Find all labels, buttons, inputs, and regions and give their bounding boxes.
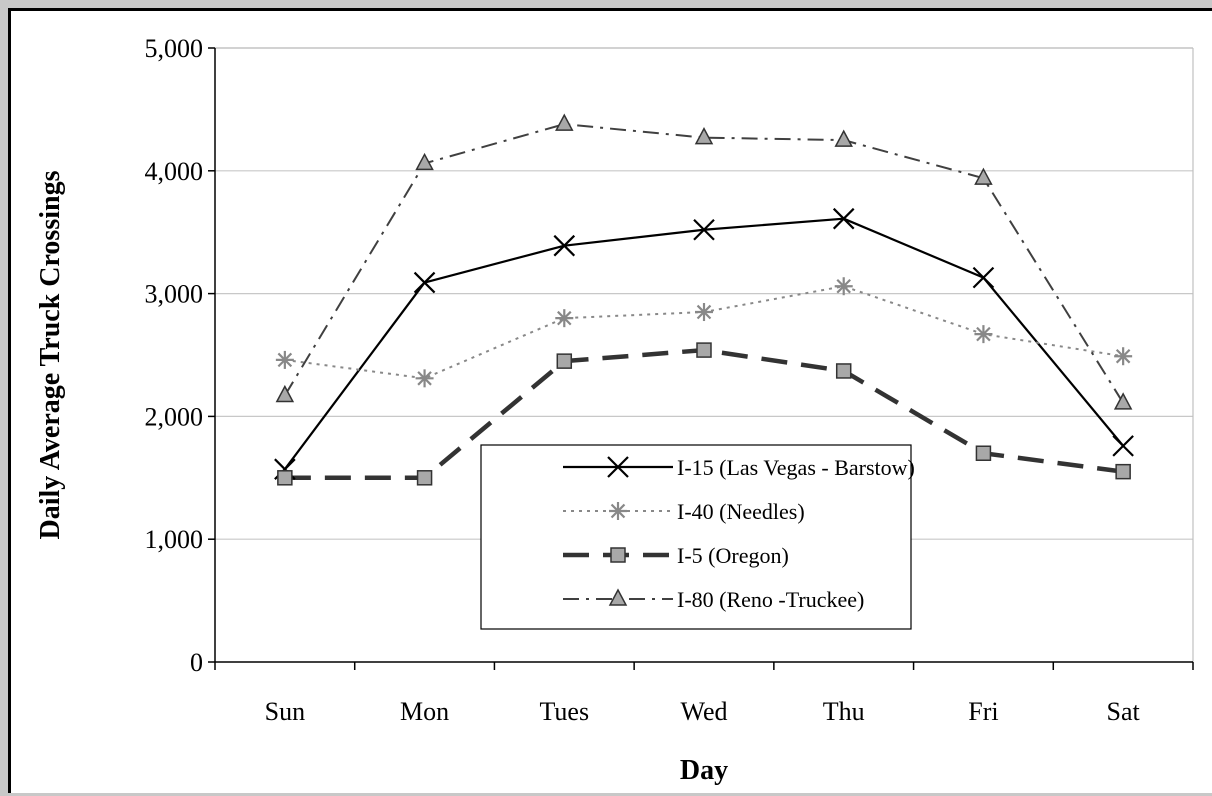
data-point-s1-1 (415, 369, 434, 388)
data-point-s2-1 (416, 470, 433, 486)
y-tick-label: 0 (190, 648, 203, 677)
legend-label-2: I-5 (Oregon) (677, 543, 789, 568)
legend-label-0: I-15 (Las Vegas - Barstow) (677, 455, 915, 480)
x-axis-title: Day (680, 755, 728, 786)
x-tick-label: Wed (681, 697, 728, 726)
data-point-s0-3 (693, 218, 715, 241)
data-point-s3-3 (694, 127, 714, 145)
y-axis-title: Daily Average Truck Crossings (35, 170, 66, 539)
series-line-3 (284, 123, 1124, 404)
legend-box (480, 444, 912, 630)
chart-frame: 0 1,000 2,000 3,000 4,000 5,000 Sun Mon Tues Wed T… (8, 8, 1212, 793)
data-point-s1-0 (275, 350, 294, 369)
legend-label-1: I-40 (Needles) (677, 499, 805, 524)
y-tick-label: 1,000 (145, 525, 204, 554)
data-point-s1-6 (1114, 347, 1133, 366)
legend-label-3: I-80 (Reno -Truckee) (677, 587, 864, 612)
data-point-s1-5 (974, 325, 993, 344)
data-point-s0-2 (553, 234, 576, 257)
line-chart: 0 1,000 2,000 3,000 4,000 5,000 Sun Mon Tues Wed T… (35, 34, 1194, 786)
y-tick-label: 5,000 (145, 34, 204, 63)
data-point-s2-5 (975, 445, 992, 461)
data-point-s3-0 (275, 384, 295, 403)
legend-marker-0 (607, 456, 629, 478)
data-point-s2-3 (696, 342, 712, 358)
data-point-s3-2 (555, 113, 574, 131)
data-point-s1-3 (695, 303, 713, 322)
data-point-s2-0 (277, 470, 293, 486)
data-point-s1-2 (555, 309, 574, 328)
y-tick-label: 2,000 (145, 402, 204, 431)
data-point-s0-4 (832, 207, 855, 230)
x-tick-label: Sat (1107, 697, 1141, 726)
y-tick-label: 4,000 (145, 157, 204, 186)
data-point-s3-4 (834, 129, 853, 147)
legend-marker-2 (610, 547, 626, 563)
data-point-s0-6 (1112, 435, 1134, 457)
data-point-s1-4 (834, 277, 853, 296)
y-tick-label: 3,000 (145, 280, 204, 309)
legend-marker-3 (608, 588, 628, 606)
data-point-s3-5 (974, 167, 993, 185)
data-point-s3-1 (415, 152, 434, 171)
x-tick-label: Sun (265, 697, 305, 726)
x-tick-label: Tues (539, 697, 589, 726)
data-point-s2-4 (835, 363, 852, 379)
data-point-s2-6 (1115, 463, 1131, 480)
x-tick-label: Thu (823, 697, 865, 726)
x-tick-label: Fri (968, 697, 998, 726)
legend-marker-1 (609, 502, 627, 520)
data-point-s0-1 (413, 271, 436, 294)
data-point-s0-5 (972, 266, 995, 289)
data-point-s3-6 (1113, 392, 1133, 410)
data-point-s2-2 (556, 353, 573, 369)
x-tick-label: Mon (400, 697, 449, 726)
